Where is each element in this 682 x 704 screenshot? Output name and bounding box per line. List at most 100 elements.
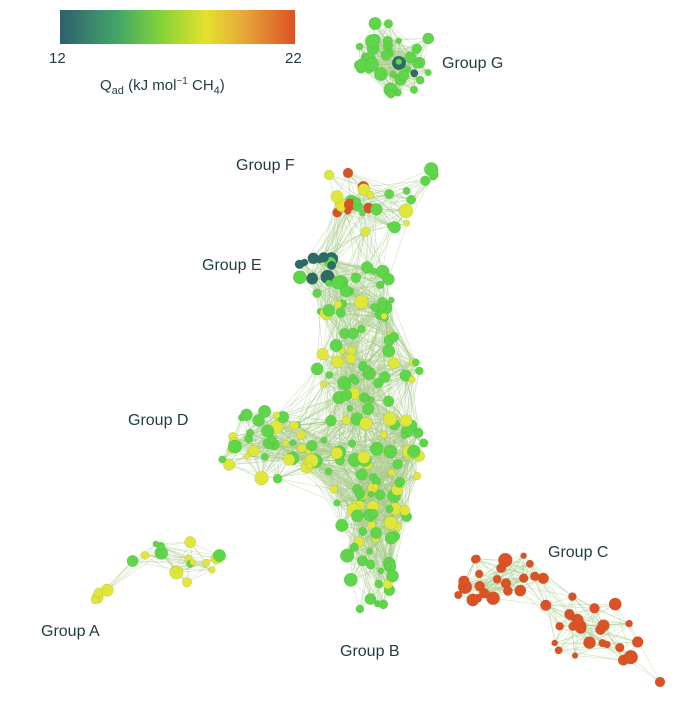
node	[552, 640, 558, 646]
node	[379, 600, 388, 609]
node	[401, 432, 408, 439]
node	[342, 416, 351, 425]
node	[343, 168, 353, 178]
node	[350, 543, 359, 552]
node	[381, 313, 388, 320]
group-b-label: Group B	[340, 643, 400, 660]
node	[362, 403, 374, 415]
node	[319, 252, 329, 262]
node	[399, 204, 413, 218]
node	[246, 429, 253, 436]
node	[358, 325, 366, 333]
node	[344, 208, 351, 215]
node	[555, 647, 563, 655]
node	[375, 490, 385, 500]
node	[290, 421, 299, 430]
edge	[493, 598, 546, 605]
node	[354, 295, 368, 309]
node	[365, 594, 376, 605]
node	[313, 289, 322, 298]
node	[323, 304, 335, 316]
node	[209, 567, 216, 574]
edge	[374, 226, 390, 272]
node	[396, 59, 402, 65]
node	[380, 431, 387, 438]
node	[383, 273, 395, 285]
edge	[107, 555, 145, 590]
node	[324, 170, 334, 180]
node	[385, 532, 397, 544]
node	[425, 69, 432, 76]
node	[378, 568, 384, 574]
edge	[107, 546, 161, 590]
node	[380, 372, 391, 383]
node	[352, 377, 359, 384]
node	[626, 620, 633, 627]
node	[413, 60, 421, 68]
node	[521, 553, 527, 559]
node	[334, 500, 341, 507]
group-c-label: Group C	[548, 544, 608, 561]
node	[366, 58, 379, 71]
node	[127, 555, 138, 566]
node	[365, 34, 379, 48]
node	[398, 70, 409, 81]
node	[615, 643, 624, 652]
node	[293, 271, 306, 284]
node	[363, 365, 372, 374]
node	[307, 440, 318, 451]
node	[321, 437, 327, 443]
node	[290, 440, 296, 446]
group-g-label: Group G	[442, 55, 503, 72]
node	[325, 415, 336, 426]
node	[409, 376, 416, 383]
node	[301, 259, 308, 266]
node	[336, 308, 346, 318]
group-f-label: Group F	[236, 157, 295, 174]
node	[609, 598, 621, 610]
node	[306, 463, 313, 470]
colorbar-min-label: 12	[49, 50, 66, 67]
node	[395, 481, 402, 488]
node	[325, 280, 332, 287]
node	[383, 345, 395, 357]
node	[341, 390, 352, 401]
node	[368, 491, 374, 497]
node	[153, 541, 159, 547]
edge	[283, 369, 317, 417]
group-d-label: Group D	[128, 412, 188, 429]
node	[248, 445, 259, 456]
node	[331, 190, 344, 203]
node	[356, 469, 367, 480]
node	[458, 576, 469, 587]
node	[367, 191, 374, 198]
node	[370, 442, 383, 455]
node	[624, 650, 638, 664]
node	[327, 261, 336, 270]
node	[356, 605, 364, 613]
node	[369, 17, 382, 30]
node	[141, 551, 149, 559]
node	[568, 593, 576, 601]
node	[414, 430, 422, 438]
node	[407, 195, 416, 204]
node	[396, 38, 402, 44]
node	[331, 276, 344, 289]
node	[388, 297, 394, 303]
node	[413, 472, 421, 480]
node	[503, 586, 512, 595]
node	[376, 281, 384, 289]
node	[410, 86, 418, 94]
node	[258, 405, 271, 418]
node	[358, 451, 371, 464]
edge	[607, 624, 629, 645]
node	[282, 440, 289, 447]
node	[261, 453, 268, 460]
colorbar: 12 22 Qad (kJ mol−1 CH4)	[49, 10, 302, 97]
node	[311, 363, 323, 375]
node	[346, 354, 356, 364]
node	[241, 409, 253, 421]
node	[400, 415, 412, 427]
node	[412, 359, 419, 366]
node	[371, 527, 382, 538]
